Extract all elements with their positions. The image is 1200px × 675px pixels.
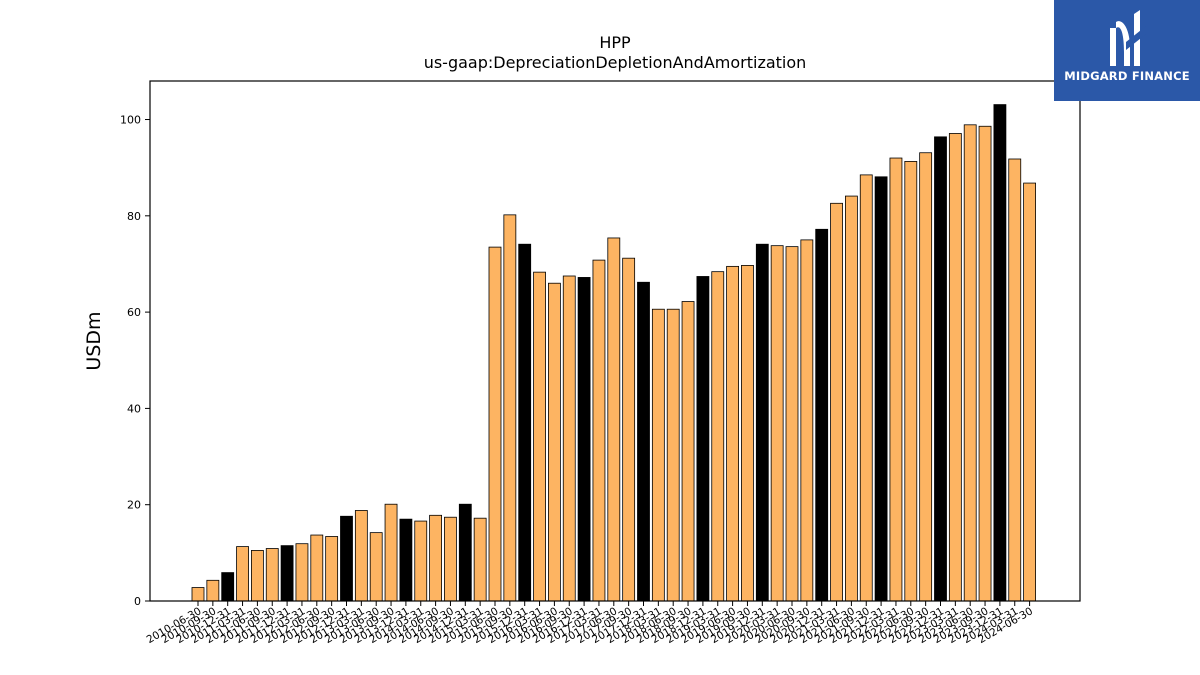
bar: [384, 503, 398, 602]
bar: [889, 157, 903, 602]
bar: [369, 532, 383, 602]
y-tick-label: 20: [127, 499, 141, 512]
bar: [726, 265, 739, 602]
bar: [191, 587, 205, 602]
bar: [562, 275, 576, 602]
bar: [666, 308, 680, 602]
logo-text: MIDGARD FINANCE: [1064, 69, 1190, 83]
bar: [325, 536, 339, 602]
bar: [488, 246, 502, 602]
y-tick-label: 60: [127, 306, 141, 319]
bar: [592, 259, 606, 602]
bar: [622, 257, 636, 602]
bar: [295, 543, 309, 602]
bar: [934, 136, 947, 602]
bar: [919, 152, 933, 602]
bar: [696, 276, 710, 602]
bar: [874, 176, 888, 602]
midgard-finance-logo: MIDGARD FINANCE: [1054, 0, 1200, 101]
bar: [473, 517, 487, 602]
bar: [429, 514, 443, 602]
bar: [265, 548, 279, 602]
bar: [637, 281, 650, 602]
y-axis-label: USDm: [83, 311, 105, 370]
bar: [845, 195, 858, 602]
bar: [755, 243, 769, 602]
bar: [414, 520, 428, 602]
y-tick-label: 80: [127, 210, 141, 223]
bar: [651, 308, 665, 602]
chart-subtitle: us-gaap:DepreciationDepletionAndAmortiza…: [423, 53, 807, 72]
bar: [815, 228, 829, 602]
y-tick-label: 40: [127, 402, 141, 415]
bar: [770, 245, 784, 602]
bar: [399, 518, 413, 602]
bar: [340, 515, 353, 602]
bar: [310, 534, 324, 602]
bar: [859, 174, 873, 602]
plot-frame: [149, 80, 1081, 602]
bar: [948, 133, 962, 602]
bar: [280, 545, 294, 602]
bar: [354, 510, 368, 602]
bar: [963, 124, 977, 602]
y-tick-label: 0: [134, 595, 141, 608]
bar: [577, 277, 591, 602]
bar: [458, 503, 472, 602]
bar: [800, 239, 814, 602]
bar: [533, 271, 546, 602]
bar: [518, 243, 532, 602]
bar: [785, 246, 799, 602]
bar: [548, 282, 561, 602]
chart-title: HPP: [599, 33, 631, 52]
bar: [206, 579, 220, 602]
bar: [221, 572, 235, 602]
bar: [993, 104, 1007, 602]
bar: [503, 214, 517, 602]
bar: [444, 516, 457, 602]
bar: [741, 265, 754, 602]
bar: [904, 161, 918, 602]
bar: [1008, 158, 1022, 602]
bar: [250, 550, 264, 602]
logo-mark-icon: [1110, 10, 1146, 67]
bar: [607, 237, 621, 602]
y-tick-label: 100: [120, 114, 141, 127]
bar: [236, 546, 249, 602]
bar: [830, 202, 843, 602]
bar: [978, 125, 992, 602]
bar: [711, 271, 725, 602]
bar: [681, 301, 695, 602]
bar: [1023, 182, 1036, 602]
